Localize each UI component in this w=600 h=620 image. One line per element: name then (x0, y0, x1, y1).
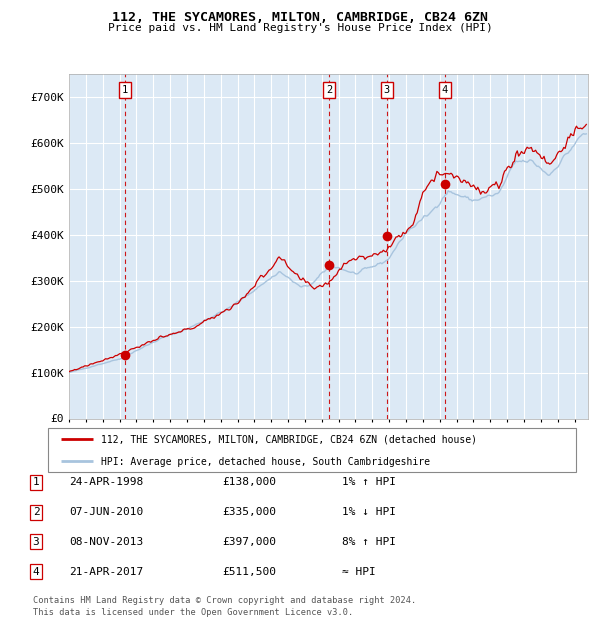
Text: 24-APR-1998: 24-APR-1998 (69, 477, 143, 487)
Text: ≈ HPI: ≈ HPI (342, 567, 376, 577)
Text: 1% ↑ HPI: 1% ↑ HPI (342, 477, 396, 487)
Text: 21-APR-2017: 21-APR-2017 (69, 567, 143, 577)
FancyBboxPatch shape (48, 428, 576, 472)
Text: £335,000: £335,000 (222, 507, 276, 517)
Text: Price paid vs. HM Land Registry's House Price Index (HPI): Price paid vs. HM Land Registry's House … (107, 23, 493, 33)
Text: 3: 3 (383, 85, 390, 95)
Text: 3: 3 (32, 537, 40, 547)
Text: HPI: Average price, detached house, South Cambridgeshire: HPI: Average price, detached house, Sout… (101, 457, 430, 467)
Text: £138,000: £138,000 (222, 477, 276, 487)
Text: 112, THE SYCAMORES, MILTON, CAMBRIDGE, CB24 6ZN (detached house): 112, THE SYCAMORES, MILTON, CAMBRIDGE, C… (101, 435, 477, 445)
Text: £511,500: £511,500 (222, 567, 276, 577)
Text: 08-NOV-2013: 08-NOV-2013 (69, 537, 143, 547)
Text: 1: 1 (122, 85, 128, 95)
Text: 2: 2 (32, 507, 40, 517)
Text: 4: 4 (442, 85, 448, 95)
Text: 4: 4 (32, 567, 40, 577)
Text: Contains HM Land Registry data © Crown copyright and database right 2024.
This d: Contains HM Land Registry data © Crown c… (33, 596, 416, 617)
Text: £397,000: £397,000 (222, 537, 276, 547)
Text: 1: 1 (32, 477, 40, 487)
Text: 112, THE SYCAMORES, MILTON, CAMBRIDGE, CB24 6ZN: 112, THE SYCAMORES, MILTON, CAMBRIDGE, C… (112, 11, 488, 24)
Text: 2: 2 (326, 85, 332, 95)
Text: 8% ↑ HPI: 8% ↑ HPI (342, 537, 396, 547)
Text: 1% ↓ HPI: 1% ↓ HPI (342, 507, 396, 517)
Text: 07-JUN-2010: 07-JUN-2010 (69, 507, 143, 517)
